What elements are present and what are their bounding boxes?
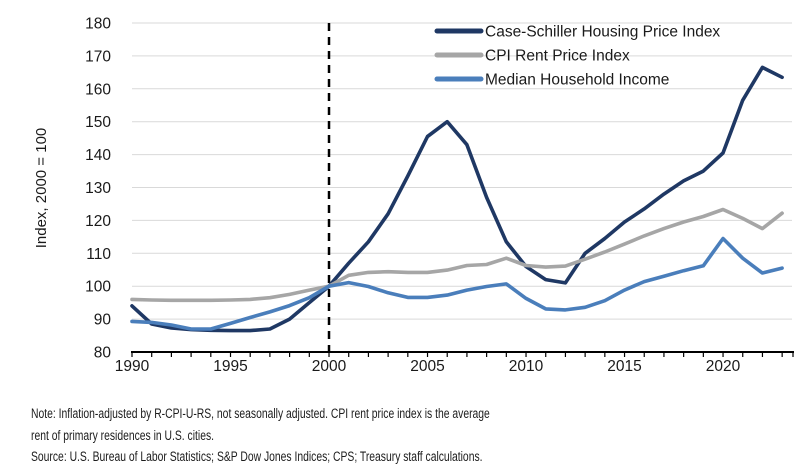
- x-tick-label-2010: 2010: [509, 358, 544, 375]
- y-tick-label-180: 180: [85, 16, 111, 33]
- y-axis-title: Index, 2000 = 100: [33, 128, 50, 249]
- x-tick-label-1990: 1990: [115, 358, 150, 375]
- note-text-line-1: Note: Inflation-adjusted by R-CPI-U-RS, …: [31, 406, 490, 422]
- line-chart: 1990 1995 2000 2005 2010 2015 2020 80 90 100 110 12…: [33, 16, 794, 375]
- y-tick-label-80: 80: [94, 345, 112, 362]
- y-tick-label-140: 140: [85, 147, 111, 164]
- y-tick-label-130: 130: [85, 180, 111, 197]
- legend-label-case-schiller-housing-price-index: Case-Schiller Housing Price Index: [485, 24, 720, 41]
- series-line-median-household-income: [130, 236, 784, 331]
- x-tick-label-2000: 2000: [312, 358, 347, 375]
- y-tick-label-100: 100: [85, 279, 111, 296]
- x-tick-label-1995: 1995: [213, 358, 247, 375]
- y-tick-label-120: 120: [85, 213, 111, 230]
- footnote-block: Note: Inflation-adjusted by R-CPI-U-RS, …: [31, 404, 791, 469]
- series-line-cpi-rent-price-index: [130, 207, 784, 303]
- y-tick-label-150: 150: [85, 114, 111, 131]
- x-tick-label-2020: 2020: [706, 358, 741, 375]
- y-tick-label-160: 160: [85, 81, 111, 98]
- legend-label-cpi-rent-price-index: CPI Rent Price Index: [485, 48, 630, 65]
- x-tick-label-2015: 2015: [607, 358, 641, 375]
- chart-canvas: 1990 1995 2000 2005 2010 2015 2020 80 90 100 110 12…: [33, 16, 794, 375]
- legend-label-median-household-income: Median Household Income: [485, 72, 669, 89]
- y-tick-label-110: 110: [86, 246, 111, 263]
- source-text: Source: U.S. Bureau of Labor Statistics;…: [31, 449, 483, 465]
- y-tick-label-90: 90: [94, 312, 112, 329]
- series-line-case-schiller-housing-price-index: [130, 65, 784, 333]
- x-tick-label-2005: 2005: [410, 358, 444, 375]
- y-tick-label-170: 170: [85, 48, 111, 65]
- note-text-line-2: rent of primary residences in U.S. citie…: [31, 427, 215, 444]
